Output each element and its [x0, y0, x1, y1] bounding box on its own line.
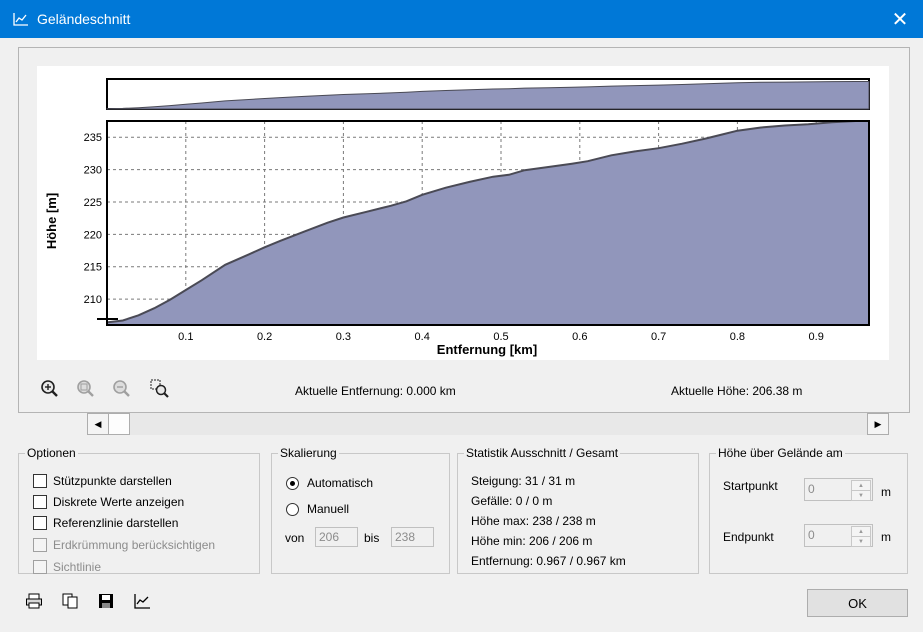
ok-button[interactable]: OK — [807, 589, 908, 617]
scale-to-input: 238 — [391, 527, 434, 547]
checkbox-referenzlinie[interactable]: Referenzlinie darstellen — [33, 516, 178, 530]
spin-down-icon: ▼ — [851, 490, 871, 501]
checkbox-box — [33, 560, 47, 574]
endpoint-unit: m — [881, 530, 891, 544]
y-axis-label: Höhe [m] — [44, 193, 59, 249]
save-icon[interactable] — [97, 592, 115, 610]
window-title: Geländeschnitt — [37, 11, 131, 27]
height-above-ground-group: Höhe über Gelände am Startpunkt 0 ▲ ▼ m … — [709, 446, 908, 574]
checkbox-box[interactable] — [33, 474, 47, 488]
scroll-left-button[interactable]: ◀ — [87, 413, 109, 435]
zoom-window-icon[interactable] — [150, 379, 170, 399]
y-tick-label: 235 — [84, 132, 102, 144]
overview-area — [106, 81, 870, 110]
height-above-legend: Höhe über Gelände am — [718, 446, 843, 460]
statistics-legend: Statistik Ausschnitt / Gesamt — [466, 446, 619, 460]
radio-label: Manuell — [307, 502, 350, 516]
checkbox-erdkruemmung: Erdkrümmung berücksichtigen — [33, 538, 215, 552]
x-tick-label: 0.9 — [809, 331, 824, 343]
overview-strip — [106, 81, 870, 110]
close-icon: ✕ — [891, 8, 909, 31]
radio-dot[interactable] — [286, 476, 299, 490]
checkbox-sichtlinie: Sichtlinie — [33, 560, 101, 574]
radio-dot[interactable] — [286, 502, 299, 516]
elevation-area — [107, 121, 869, 325]
x-tick-label: 0.7 — [651, 331, 666, 343]
spin-down-icon: ▼ — [851, 536, 871, 547]
checkbox-diskrete-werte[interactable]: Diskrete Werte anzeigen — [33, 495, 184, 509]
plot-frame — [106, 120, 870, 326]
statistics-group: Statistik Ausschnitt / Gesamt Steigung: … — [457, 446, 699, 574]
from-label: von — [285, 531, 305, 545]
checkbox-label: Erdkrümmung berücksichtigen — [53, 538, 216, 552]
scroll-right-button[interactable]: ▶ — [867, 413, 889, 435]
x-tick-label: 0.6 — [572, 331, 587, 343]
x-ticks: 0.1 0.2 0.3 0.4 0.5 0.6 0.7 0.8 0.9 — [178, 331, 824, 343]
checkbox-box — [33, 538, 47, 552]
zoom-in-icon[interactable] — [40, 379, 60, 399]
scaling-group: Skalierung Automatisch Manuell von 206 b… — [271, 446, 450, 574]
endpoint-value: 0 — [808, 528, 815, 542]
startpoint-label: Startpunkt — [723, 479, 778, 493]
copy-icon[interactable] — [61, 592, 79, 610]
checkbox-label: Sichtlinie — [53, 560, 102, 574]
arrow-left-icon: ◀ — [94, 418, 102, 429]
y-tick-label: 210 — [84, 294, 102, 306]
scroll-thumb[interactable] — [108, 413, 130, 435]
current-height-readout: Aktuelle Höhe: 206.38 m — [671, 384, 803, 398]
checkbox-box[interactable] — [33, 495, 47, 509]
x-tick-label: 0.3 — [336, 331, 351, 343]
radio-automatic[interactable]: Automatisch — [286, 476, 373, 490]
x-tick-label: 0.4 — [415, 331, 430, 343]
x-tick-label: 0.8 — [730, 331, 745, 343]
checkbox-label: Stützpunkte darstellen — [53, 474, 172, 488]
checkbox-stuetzpunkte[interactable]: Stützpunkte darstellen — [33, 474, 172, 488]
print-icon[interactable] — [25, 592, 43, 610]
endpoint-label: Endpunkt — [723, 530, 774, 544]
stat-slope-up: Steigung: 31 / 31 m — [471, 474, 576, 488]
checkbox-box[interactable] — [33, 516, 47, 530]
startpoint-value: 0 — [808, 482, 815, 496]
options-legend: Optionen — [27, 446, 76, 460]
stat-height-min: Höhe min: 206 / 206 m — [471, 534, 593, 548]
stat-distance: Entfernung: 0.967 / 0.967 km — [471, 554, 626, 568]
stat-height-max: Höhe max: 238 / 238 m — [471, 514, 596, 528]
arrow-right-icon: ▶ — [874, 418, 882, 429]
zoom-out-icon[interactable] — [112, 379, 132, 399]
y-tick-label: 225 — [84, 197, 102, 209]
y-tick-label: 230 — [84, 165, 102, 177]
y-tick-label: 215 — [84, 262, 102, 274]
chart-icon — [13, 13, 28, 26]
current-distance-readout: Aktuelle Entfernung: 0.000 km — [295, 384, 456, 398]
close-button[interactable]: ✕ — [877, 0, 923, 38]
radio-manual[interactable]: Manuell — [286, 502, 349, 516]
y-tick-label: 220 — [84, 229, 102, 241]
to-label: bis — [364, 531, 380, 545]
zoom-reset-icon[interactable] — [76, 379, 96, 399]
startpoint-unit: m — [881, 485, 891, 499]
horizontal-scrollbar[interactable]: ◀ ▶ — [87, 413, 889, 435]
scale-from-input: 206 — [315, 527, 358, 547]
endpoint-spinner: 0 ▲ ▼ — [804, 524, 873, 547]
x-tick-label: 0.1 — [178, 331, 193, 343]
radio-label: Automatisch — [307, 476, 374, 490]
stat-slope-down: Gefälle: 0 / 0 m — [471, 494, 553, 508]
checkbox-label: Diskrete Werte anzeigen — [53, 495, 185, 509]
checkbox-label: Referenzlinie darstellen — [53, 516, 179, 530]
options-group: Optionen Stützpunkte darstellen Diskrete… — [18, 446, 260, 574]
startpoint-spinner: 0 ▲ ▼ — [804, 478, 873, 501]
title-bar: Geländeschnitt ✕ — [0, 0, 923, 38]
scaling-legend: Skalierung — [280, 446, 337, 460]
x-axis-label: Entfernung [km] — [437, 342, 537, 357]
elevation-line — [106, 120, 869, 324]
x-tick-label: 0.2 — [257, 331, 272, 343]
chart-icon[interactable] — [133, 592, 151, 610]
y-ticks: 210 215 220 225 230 235 — [84, 132, 102, 306]
x-tick-label: 0.5 — [493, 331, 508, 343]
